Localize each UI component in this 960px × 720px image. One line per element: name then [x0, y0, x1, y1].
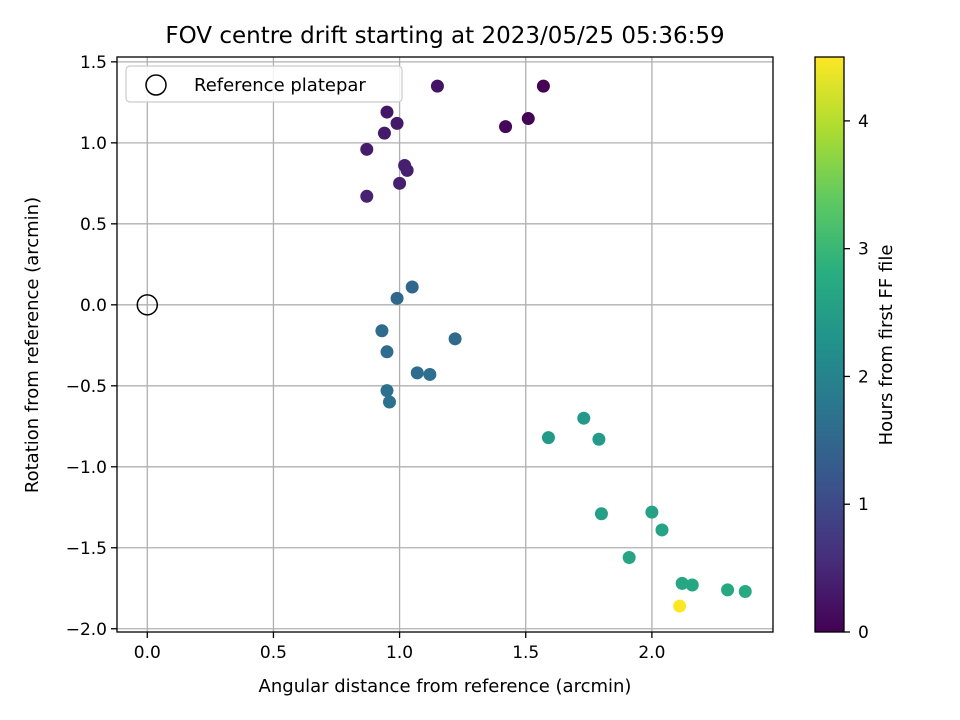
data-point: [380, 345, 394, 359]
data-point: [675, 576, 689, 590]
data-point: [382, 395, 396, 409]
data-point: [380, 105, 394, 119]
data-point: [360, 142, 374, 156]
y-tick-label: 1.5: [80, 53, 107, 73]
data-point: [390, 291, 404, 305]
data-point: [577, 411, 591, 425]
legend-reference-marker: [145, 74, 167, 96]
colorbar-label: Hours from first FF file: [876, 245, 897, 446]
data-point: [448, 332, 462, 346]
data-point: [541, 431, 555, 445]
y-axis-label: Rotation from reference (arcmin): [22, 197, 43, 493]
colorbar-tick-label: 4: [858, 112, 869, 132]
y-axis-ticks: −2.0 −1.5 −1.0 −0.5 0.0 0.5 1.0 1.5: [66, 53, 117, 640]
data-point: [645, 505, 659, 519]
data-points: [360, 79, 752, 613]
reference-point: [136, 294, 159, 316]
legend: Reference platepar: [125, 65, 403, 103]
y-tick-label: 1.0: [80, 134, 107, 154]
legend-label: Reference platepar: [194, 75, 366, 96]
y-tick-label: −1.5: [66, 539, 107, 559]
x-tick-label: 2.0: [638, 643, 665, 663]
reference-marker: [136, 294, 159, 316]
x-axis-ticks: 0.0 0.5 1.0 1.5 2.0: [134, 632, 665, 663]
data-point: [400, 163, 414, 177]
data-point: [410, 366, 424, 380]
y-tick-label: 0.5: [80, 215, 107, 235]
data-point: [536, 79, 550, 93]
y-tick-label: 0.0: [80, 296, 107, 316]
data-point: [390, 116, 404, 130]
colorbar-tick-label: 1: [858, 495, 869, 515]
data-point: [405, 280, 419, 294]
data-point: [377, 126, 391, 140]
data-point: [499, 120, 513, 134]
x-tick-label: 0.5: [260, 643, 287, 663]
data-point: [738, 585, 752, 599]
colorbar-gradient: [814, 56, 845, 633]
colorbar-tick-label: 2: [858, 367, 869, 387]
data-point: [375, 324, 389, 338]
plot-frame: [116, 56, 774, 633]
colorbar: 0 1 2 3 4 Hours from first FF file: [814, 56, 897, 643]
data-point: [721, 583, 735, 597]
data-point: [592, 432, 606, 446]
data-point: [380, 384, 394, 398]
grid-lines: [117, 57, 773, 632]
data-point: [622, 550, 636, 564]
y-tick-label: −0.5: [66, 377, 107, 397]
colorbar-tick-label: 0: [858, 623, 869, 643]
colorbar-tick-label: 3: [858, 240, 869, 260]
y-tick-label: −2.0: [66, 620, 107, 640]
data-point: [655, 523, 669, 537]
data-point: [430, 79, 444, 93]
data-point: [594, 507, 608, 521]
data-point: [673, 599, 687, 613]
x-tick-label: 0.0: [134, 643, 161, 663]
x-tick-label: 1.5: [512, 643, 539, 663]
y-tick-label: −1.0: [66, 458, 107, 478]
chart-title: FOV centre drift starting at 2023/05/25 …: [165, 23, 724, 49]
data-point: [393, 176, 407, 190]
data-point: [423, 367, 437, 381]
data-point: [685, 578, 699, 592]
legend-box: [125, 65, 403, 103]
data-point: [521, 112, 535, 126]
x-axis-label: Angular distance from reference (arcmin): [259, 676, 632, 697]
data-point: [360, 189, 374, 203]
x-tick-label: 1.0: [386, 643, 413, 663]
colorbar-ticks: 0 1 2 3 4: [844, 112, 869, 643]
